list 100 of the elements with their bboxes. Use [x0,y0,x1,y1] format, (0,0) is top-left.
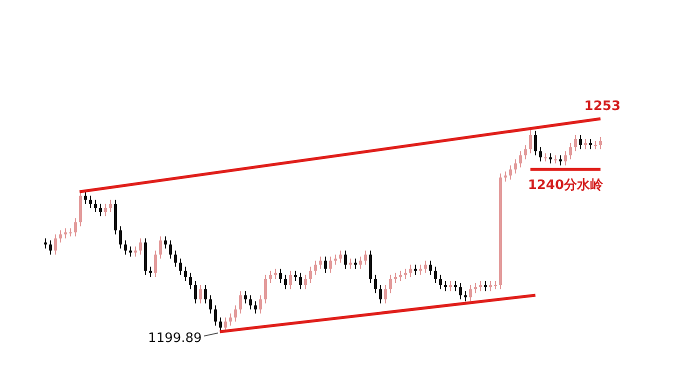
candlestick [264,274,267,304]
candlestick [149,266,152,278]
candlestick [394,272,397,284]
candlestick [234,304,237,322]
candlestick [64,228,67,239]
candlestick [314,260,317,276]
candlestick [199,284,202,304]
candlestick [464,290,467,302]
candlestick [379,284,382,304]
candlestick [244,290,247,304]
candlestick [134,246,137,258]
candlestick [169,240,172,260]
candlestick [574,134,577,152]
candlestick [364,250,367,266]
candlestick [504,170,507,182]
candlestick [154,250,157,278]
candlestick [294,270,297,282]
candlestick [229,312,232,326]
candlestick [104,203,107,217]
candlestick [224,317,227,330]
annotation: 1199.89 [148,331,202,346]
candlestick [579,134,582,150]
candlestick [129,246,132,258]
candlestick [449,280,452,292]
text: 1253 [584,99,620,114]
candlestick [274,268,277,280]
candlestick [529,128,532,154]
candlestick [164,236,167,250]
candlestick [384,284,387,304]
candlestick [474,282,477,294]
candlestick [84,191,87,204]
candlestick [299,272,302,290]
candlestick [189,272,192,290]
candlestick [139,238,142,256]
candlestick [489,280,492,292]
candlestick [59,230,62,243]
candlestick [309,266,312,284]
candlestick [374,274,377,294]
candlestick [509,164,512,180]
candlestick [549,152,552,164]
candlestick [419,264,422,276]
candlestick [359,256,362,270]
candlestick [49,240,52,256]
candlestick [399,270,402,282]
candlestick [209,294,212,314]
candlestick [44,238,47,250]
candlestick [564,150,567,166]
candlestick [429,260,432,276]
candlestick [194,280,197,304]
candlestick [259,294,262,314]
candlestick [414,264,417,276]
candlestick [484,280,487,292]
candlestick [119,226,122,250]
annotation: 1240分水岭 [528,178,604,193]
candlestick [304,274,307,290]
candlestick [569,142,572,160]
candlestick [479,280,482,292]
candlestick [459,282,462,300]
candlestick [269,270,272,284]
candlestick [584,138,587,150]
candlestick [204,284,207,304]
candlestick [439,274,442,290]
candlestick [454,280,457,292]
candlestick [539,146,542,162]
candlestick [214,304,217,326]
candlestick [344,250,347,270]
candlestick [109,199,112,213]
candlestick [99,203,102,217]
candlestick [424,260,427,274]
candlestick [354,258,357,270]
candlestick [349,258,352,270]
candlestick [404,268,407,280]
candlestick [329,256,332,274]
candlestick [94,199,97,213]
candlestick [324,256,327,274]
candlestick [54,234,57,256]
candlestick [289,270,292,290]
candlestick [239,290,242,314]
candlestick [254,300,257,314]
candlestick [409,264,412,278]
candlestick [544,152,547,162]
candlestick [534,130,537,156]
candlestick [524,144,527,160]
candlestick [89,195,92,208]
candlestick [469,284,472,302]
candlestick [124,240,127,256]
candlestick [434,266,437,284]
candlestick [159,236,162,260]
candlestick [554,154,557,164]
candlestick [284,274,287,290]
candlestick [174,250,177,268]
candlestick [444,280,447,292]
candlestick [389,274,392,294]
candlestick [319,256,322,270]
candlestick [179,258,182,276]
candlestick [334,254,337,266]
candlestick [519,150,522,168]
candlestick [279,268,282,284]
candlestick [559,154,562,166]
candlestick [589,138,592,150]
